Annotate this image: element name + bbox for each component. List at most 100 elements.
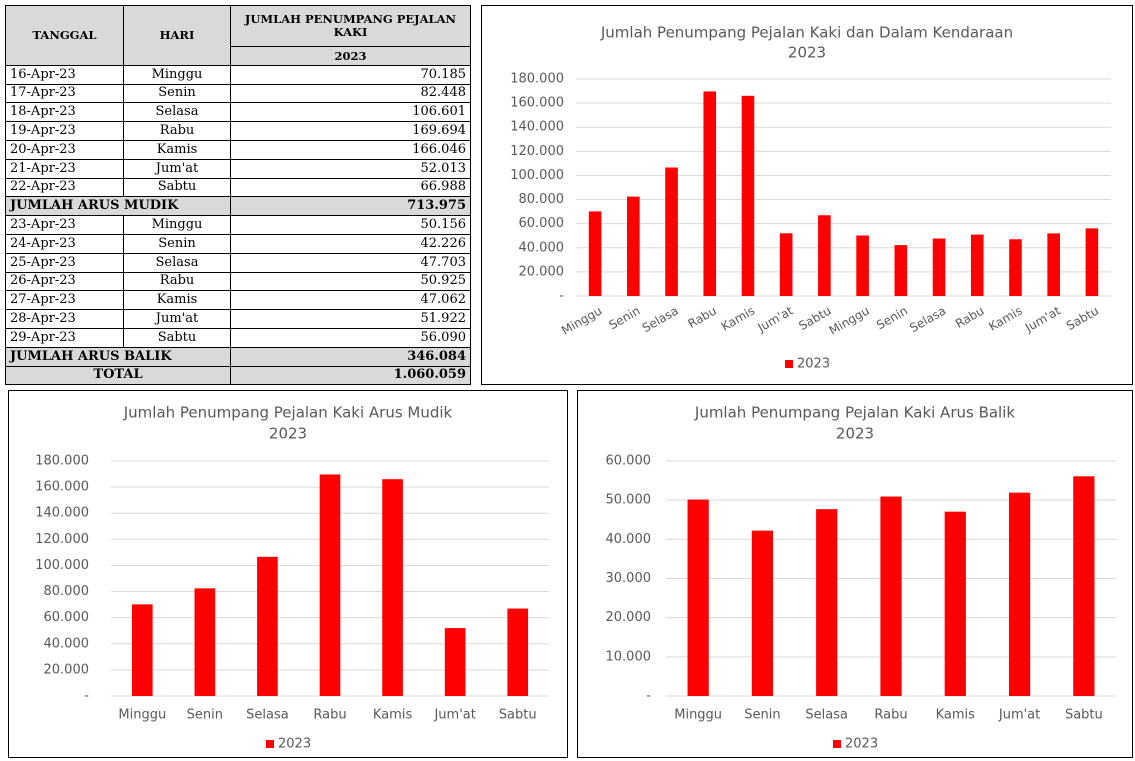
x-tick-label: Sabtu bbox=[1064, 304, 1101, 334]
y-tick-label: 80.000 bbox=[519, 192, 565, 207]
cell: 70.185 bbox=[230, 64, 471, 85]
bar bbox=[970, 234, 984, 296]
y-tick-label: 160.000 bbox=[35, 480, 89, 495]
y-tick-label: 60.000 bbox=[519, 216, 565, 231]
y-tick-label: 60.000 bbox=[606, 454, 652, 469]
chart-frame: Jumlah Penumpang Pejalan Kaki Arus Mudik… bbox=[8, 390, 568, 758]
y-tick-label: 180.000 bbox=[510, 72, 564, 87]
bar bbox=[1008, 492, 1031, 696]
table-row: 27-Apr-23 Kamis 47.062 bbox=[5, 290, 471, 311]
cell: 28-Apr-23 bbox=[5, 309, 124, 329]
cell: 26-Apr-23 bbox=[5, 271, 124, 292]
legend-label: 2023 bbox=[797, 357, 830, 372]
chart-title: Jumlah Penumpang Pejalan Kaki dan Dalam … bbox=[600, 24, 1013, 42]
cell: Sabtu bbox=[123, 177, 231, 198]
legend-label: 2023 bbox=[278, 737, 311, 752]
x-tick-label: Minggu bbox=[559, 304, 604, 338]
bar bbox=[944, 511, 966, 696]
y-tick-label: 140.000 bbox=[35, 506, 89, 521]
cell: 47.062 bbox=[230, 290, 471, 311]
chart-title: Jumlah Penumpang Pejalan Kaki Arus Balik bbox=[694, 404, 1016, 422]
cell: Jum'at bbox=[123, 158, 231, 179]
y-tick-label: 40.000 bbox=[44, 636, 90, 651]
header: HARI bbox=[123, 5, 231, 66]
x-tick-label: Kamis bbox=[719, 304, 757, 334]
legend-label: 2023 bbox=[845, 737, 878, 752]
bar bbox=[816, 509, 838, 696]
table-row: 25-Apr-23 Selasa 47.703 bbox=[5, 252, 471, 273]
header: JUMLAH PENUMPANG PEJALAN KAKI bbox=[230, 5, 471, 47]
cell: 19-Apr-23 bbox=[5, 121, 124, 141]
bar bbox=[665, 167, 678, 296]
table-row: JUMLAH ARUS BALIK 346.084 bbox=[5, 346, 471, 367]
cell: 713.975 bbox=[230, 196, 471, 217]
bar bbox=[741, 95, 755, 296]
y-tick-label: 10.000 bbox=[606, 649, 652, 664]
cell: 56.090 bbox=[230, 327, 471, 348]
bar bbox=[779, 233, 793, 296]
table-row: 24-Apr-23 Senin 42.226 bbox=[5, 233, 471, 254]
chart-title: Jumlah Penumpang Pejalan Kaki Arus Mudik bbox=[123, 404, 453, 422]
x-tick-label: Minggu bbox=[827, 304, 872, 338]
header: 2023 bbox=[230, 46, 471, 66]
y-tick-label: 30.000 bbox=[606, 571, 652, 586]
cell: Rabu bbox=[123, 271, 231, 292]
y-tick-label: 180.000 bbox=[35, 454, 89, 469]
x-tick-label: Kamis bbox=[373, 708, 413, 723]
y-tick-label: 20.000 bbox=[519, 264, 565, 279]
table-row: 17-Apr-23 Senin 82.448 bbox=[5, 83, 471, 104]
cell: 16-Apr-23 bbox=[5, 64, 124, 85]
bar bbox=[1047, 233, 1060, 296]
cell: JUMLAH ARUS MUDIK bbox=[5, 196, 231, 217]
cell: 47.703 bbox=[230, 252, 471, 273]
cell: 27-Apr-23 bbox=[5, 290, 124, 311]
cell: 52.013 bbox=[230, 158, 471, 179]
y-tick-label: 40.000 bbox=[519, 240, 565, 255]
bar bbox=[751, 530, 774, 696]
chart-subtitle: 2023 bbox=[269, 425, 307, 443]
cell: 169.694 bbox=[230, 121, 471, 141]
bar bbox=[194, 588, 216, 696]
chart-subtitle: 2023 bbox=[836, 425, 874, 443]
bar bbox=[382, 479, 403, 696]
x-tick-label: Senin bbox=[187, 708, 223, 723]
y-tick-label: 160.000 bbox=[510, 96, 564, 111]
table-row: 23-Apr-23 Minggu 50.156 bbox=[5, 215, 471, 235]
x-tick-label: Jum'at bbox=[998, 708, 1040, 723]
x-tick-label: Sabtu bbox=[499, 708, 537, 723]
bar bbox=[818, 215, 831, 296]
cell: Minggu bbox=[123, 215, 231, 235]
bar bbox=[257, 556, 278, 696]
cell: 22-Apr-23 bbox=[5, 177, 124, 198]
bar bbox=[627, 196, 640, 296]
bar bbox=[687, 499, 709, 696]
cell: 24-Apr-23 bbox=[5, 233, 124, 254]
bar bbox=[880, 496, 902, 696]
cell: 21-Apr-23 bbox=[5, 158, 124, 179]
table-row: 28-Apr-23 Jum'at 51.922 bbox=[5, 309, 471, 329]
table-row: 18-Apr-23 Selasa 106.601 bbox=[5, 102, 471, 123]
data-table: TANGGAL HARI JUMLAH PENUMPANG PEJALAN KAKI… bbox=[5, 5, 471, 386]
table-row: 22-Apr-23 Sabtu 66.988 bbox=[5, 177, 471, 198]
cell: 42.226 bbox=[230, 233, 471, 254]
table-row: 21-Apr-23 Jum'at 52.013 bbox=[5, 158, 471, 179]
cell: Sabtu bbox=[123, 327, 231, 348]
y-tick-label: - bbox=[84, 689, 89, 704]
legend-swatch bbox=[266, 740, 274, 748]
y-tick-label: 120.000 bbox=[35, 532, 89, 547]
x-tick-label: Selasa bbox=[640, 304, 681, 336]
cell: 166.046 bbox=[230, 139, 471, 160]
cell: 1.060.059 bbox=[230, 365, 471, 386]
cell: 66.988 bbox=[230, 177, 471, 198]
x-tick-label: Sabtu bbox=[1065, 708, 1103, 723]
x-tick-label: Jum'at bbox=[1022, 303, 1063, 335]
cell: Selasa bbox=[123, 252, 231, 273]
x-tick-label: Senin bbox=[874, 304, 910, 333]
bar bbox=[507, 608, 529, 696]
y-tick-label: 140.000 bbox=[510, 120, 564, 135]
y-tick-label: 50.000 bbox=[606, 493, 652, 508]
cell: 50.156 bbox=[230, 215, 471, 235]
table-row: TOTAL 1.060.059 bbox=[5, 365, 471, 386]
cell: 50.925 bbox=[230, 271, 471, 292]
cell: 51.922 bbox=[230, 309, 471, 329]
